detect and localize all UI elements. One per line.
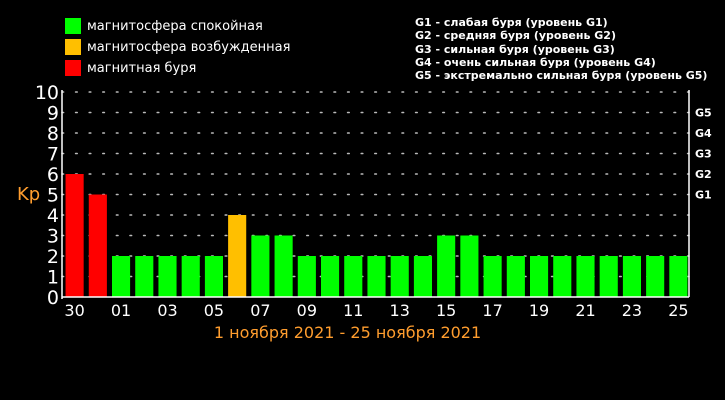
bar [553,256,572,297]
y-tick-label: 10 [35,82,59,104]
right-tick-label: G3 [695,148,712,161]
bar [413,256,433,297]
legend-item-storm: магнитная буря [65,59,196,77]
bar [88,194,107,297]
x-tick-label: 11 [343,301,363,320]
y-tick-label: 1 [47,267,59,289]
y-tick-label: 5 [47,185,59,207]
x-tick-label: 23 [622,301,642,320]
bar [529,256,549,297]
legend-swatch-quiet [65,18,81,34]
right-tick-label: G1 [695,189,712,202]
bar [181,256,200,297]
y-tick-label: 4 [47,205,59,227]
right-tick-label: G4 [695,127,712,140]
y-tick-label: 2 [47,246,59,268]
x-tick-label: 15 [436,301,456,320]
bar [646,256,665,297]
bar [460,235,479,297]
storm-level-g1: G1 - слабая буря (уровень G1) [415,16,608,29]
x-tick-label: 19 [529,301,549,320]
y-tick-label: 3 [47,226,59,248]
bar [274,235,293,297]
bar [228,215,247,297]
bar [483,256,502,297]
x-tick-label: 05 [204,301,224,320]
bar [506,256,525,297]
x-tick-label: 07 [250,301,270,320]
bar [320,256,340,297]
bar [135,256,154,297]
x-tick-label: 25 [668,301,688,320]
bar [599,256,618,297]
x-tick-label: 01 [111,301,131,320]
bar [367,256,386,297]
bar [65,174,84,297]
legend-swatch-disturbed [65,39,81,55]
legend-label-quiet: магнитосфера спокойная [87,18,263,34]
bar [390,256,409,297]
legend-label-disturbed: магнитосфера возбужденная [87,39,291,55]
bar [158,256,177,297]
storm-level-g2: G2 - средняя буря (уровень G2) [415,29,616,43]
bar [437,235,456,297]
x-tick-label: 03 [157,301,177,320]
right-tick-label: G2 [695,168,712,181]
x-tick-label: 09 [297,301,317,320]
x-tick-label: 17 [482,301,502,320]
bar [111,256,131,297]
storm-level-g3: G3 - сильная буря (уровень G3) [415,42,615,56]
legend-item-disturbed: магнитосфера возбужденная [65,38,290,56]
bar [251,235,270,297]
y-axis-label: Kp [17,184,40,205]
x-tick-label: 30 [64,301,84,320]
storm-level-g4: G4 - очень сильная буря (уровень G4) [415,55,656,69]
bar [576,256,595,297]
bar [344,256,363,297]
bar [204,256,224,297]
legend-swatch-storm [65,60,81,76]
y-tick-label: 8 [47,123,59,145]
y-tick-label: 0 [47,287,59,309]
storm-level-g5: G5 - экстремально сильная буря (уровень … [415,69,708,83]
bar [669,256,688,297]
y-tick-label: 9 [47,103,59,125]
y-tick-label: 7 [47,144,59,166]
x-tick-label: 21 [575,301,595,320]
bar [622,256,642,297]
storm-level-legend: G1 - слабая буря (уровень G1) G2 - средн… [415,16,707,82]
legend-label-storm: магнитная буря [87,60,197,76]
legend-item-quiet: магнитосфера спокойная [65,17,263,35]
right-tick-label: G5 [695,107,712,120]
bar [297,256,316,297]
x-tick-label: 13 [390,301,410,320]
date-range-label: 1 ноября 2021 - 25 ноября 2021 [213,323,482,342]
y-tick-label: 6 [47,164,59,186]
